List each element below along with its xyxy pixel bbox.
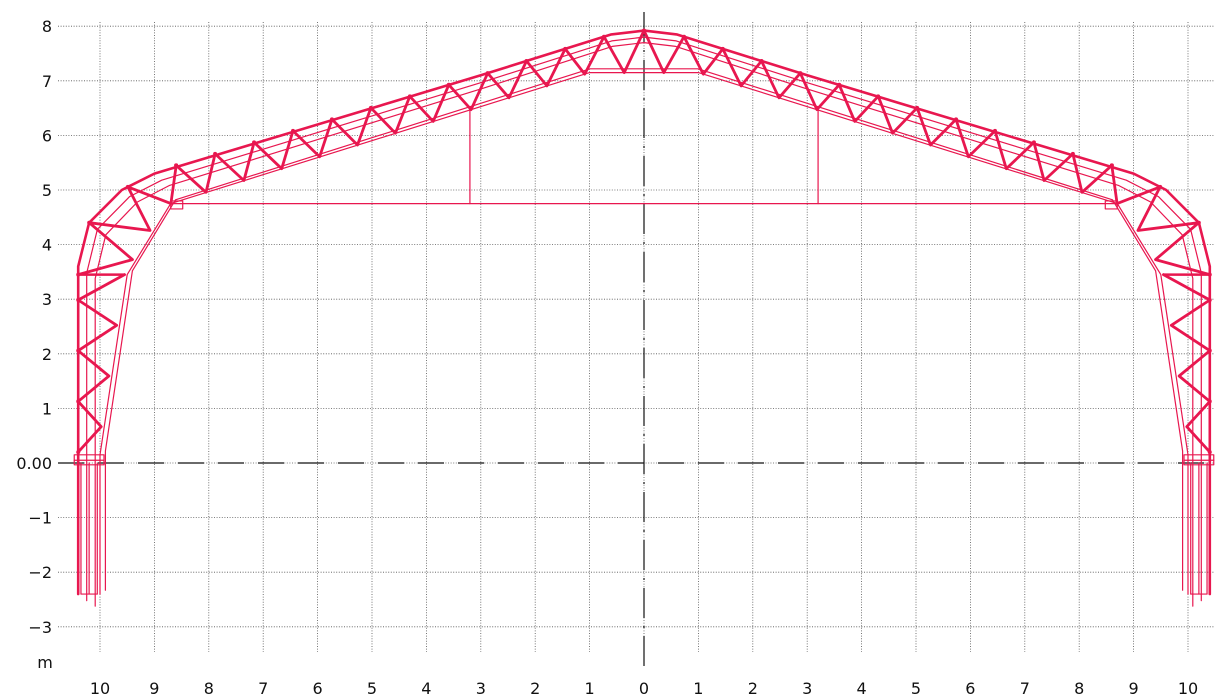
chord-node bbox=[1207, 297, 1212, 302]
x-tick-label: 1 bbox=[693, 679, 703, 698]
truss-structure bbox=[73, 28, 1215, 607]
x-tick-label: 8 bbox=[1074, 679, 1084, 698]
chord-node bbox=[601, 34, 606, 39]
centre-lines bbox=[58, 12, 1215, 670]
chord-node bbox=[1109, 163, 1114, 168]
outer-chord-inner-line-2 bbox=[94, 41, 1194, 607]
chord-node bbox=[1196, 220, 1201, 225]
chord-node bbox=[720, 46, 725, 51]
y-tick-label: −1 bbox=[28, 509, 52, 528]
x-tick-label: 3 bbox=[802, 679, 812, 698]
y-tick-label: 8 bbox=[42, 17, 52, 36]
chord-node bbox=[1207, 348, 1212, 353]
x-tick-label: 7 bbox=[258, 679, 268, 698]
web-column-right bbox=[1162, 273, 1212, 454]
gusset-plate bbox=[170, 200, 184, 210]
x-tick-label: 2 bbox=[748, 679, 758, 698]
chord-node bbox=[76, 399, 81, 404]
y-axis-labels: 8 7 6 5 4 3 2 1 0.00 −1 −2 −3 bbox=[16, 17, 52, 637]
y-tick-label: 4 bbox=[42, 236, 52, 255]
x-tick-label: 4 bbox=[421, 679, 431, 698]
chord-node bbox=[682, 34, 687, 39]
y-tick-label: −2 bbox=[28, 563, 52, 582]
chord-node bbox=[213, 151, 218, 156]
chord-node bbox=[837, 82, 842, 87]
y-tick-label: 2 bbox=[42, 345, 52, 364]
x-tick-label: 6 bbox=[313, 679, 323, 698]
x-tick-label: 5 bbox=[367, 679, 377, 698]
chord-node bbox=[798, 71, 803, 76]
chord-node bbox=[76, 297, 81, 302]
chord-node bbox=[759, 59, 764, 64]
chord-node bbox=[87, 220, 92, 225]
chord-node bbox=[252, 140, 257, 145]
x-tick-label: 7 bbox=[1020, 679, 1030, 698]
x-tick-label: 2 bbox=[530, 679, 540, 698]
chord-node bbox=[876, 94, 881, 99]
chord-node bbox=[368, 105, 373, 110]
x-tick-label: 6 bbox=[965, 679, 975, 698]
x-tick-label: 1 bbox=[585, 679, 595, 698]
grid bbox=[58, 22, 1215, 652]
chord-node bbox=[1158, 184, 1163, 189]
x-tick-label: 9 bbox=[149, 679, 159, 698]
x-tick-label: 0 bbox=[639, 679, 649, 698]
chord-node bbox=[992, 128, 997, 133]
y-tick-label: 7 bbox=[42, 72, 52, 91]
gusset-plate bbox=[1104, 200, 1118, 210]
chord-node bbox=[76, 348, 81, 353]
x-tick-label: 5 bbox=[911, 679, 921, 698]
y-tick-label: 6 bbox=[42, 126, 52, 145]
chord-node bbox=[1031, 140, 1036, 145]
y-tick-label: −3 bbox=[28, 618, 52, 637]
y-tick-label: 5 bbox=[42, 181, 52, 200]
chord-node bbox=[407, 94, 412, 99]
inner-chord bbox=[99, 71, 1189, 595]
chord-node bbox=[642, 28, 646, 33]
chord-node bbox=[1070, 151, 1075, 156]
chord-node bbox=[915, 105, 920, 110]
unit-label: m bbox=[37, 653, 53, 672]
x-axis-labels: 10 9 8 7 6 5 4 3 2 1 0 1 2 3 4 5 6 7 8 9 10 bbox=[90, 679, 1198, 698]
chord-node bbox=[563, 46, 568, 51]
x-tick-label: 9 bbox=[1129, 679, 1139, 698]
x-tick-label: 10 bbox=[90, 679, 110, 698]
x-tick-label: 4 bbox=[857, 679, 867, 698]
chord-node bbox=[329, 117, 334, 122]
chord-node bbox=[446, 82, 451, 87]
chord-node bbox=[174, 163, 179, 168]
chord-node bbox=[954, 117, 959, 122]
chord-node bbox=[76, 450, 81, 455]
chord-node bbox=[1207, 399, 1212, 404]
inner-chord-outer-line bbox=[104, 68, 1184, 591]
x-tick-label: 8 bbox=[204, 679, 214, 698]
chord-node bbox=[524, 59, 529, 64]
chord-node bbox=[125, 184, 130, 189]
y-tick-label: 1 bbox=[42, 399, 52, 418]
y-tick-label: 0.00 bbox=[16, 454, 52, 473]
x-tick-label: 3 bbox=[476, 679, 486, 698]
web-column-left bbox=[76, 273, 126, 454]
chord-node bbox=[1207, 450, 1212, 455]
y-tick-label: 3 bbox=[42, 290, 52, 309]
chord-node bbox=[291, 128, 296, 133]
chord-node bbox=[485, 71, 490, 76]
outer-chord-inner-line bbox=[86, 36, 1202, 602]
x-tick-label: 10 bbox=[1178, 679, 1198, 698]
